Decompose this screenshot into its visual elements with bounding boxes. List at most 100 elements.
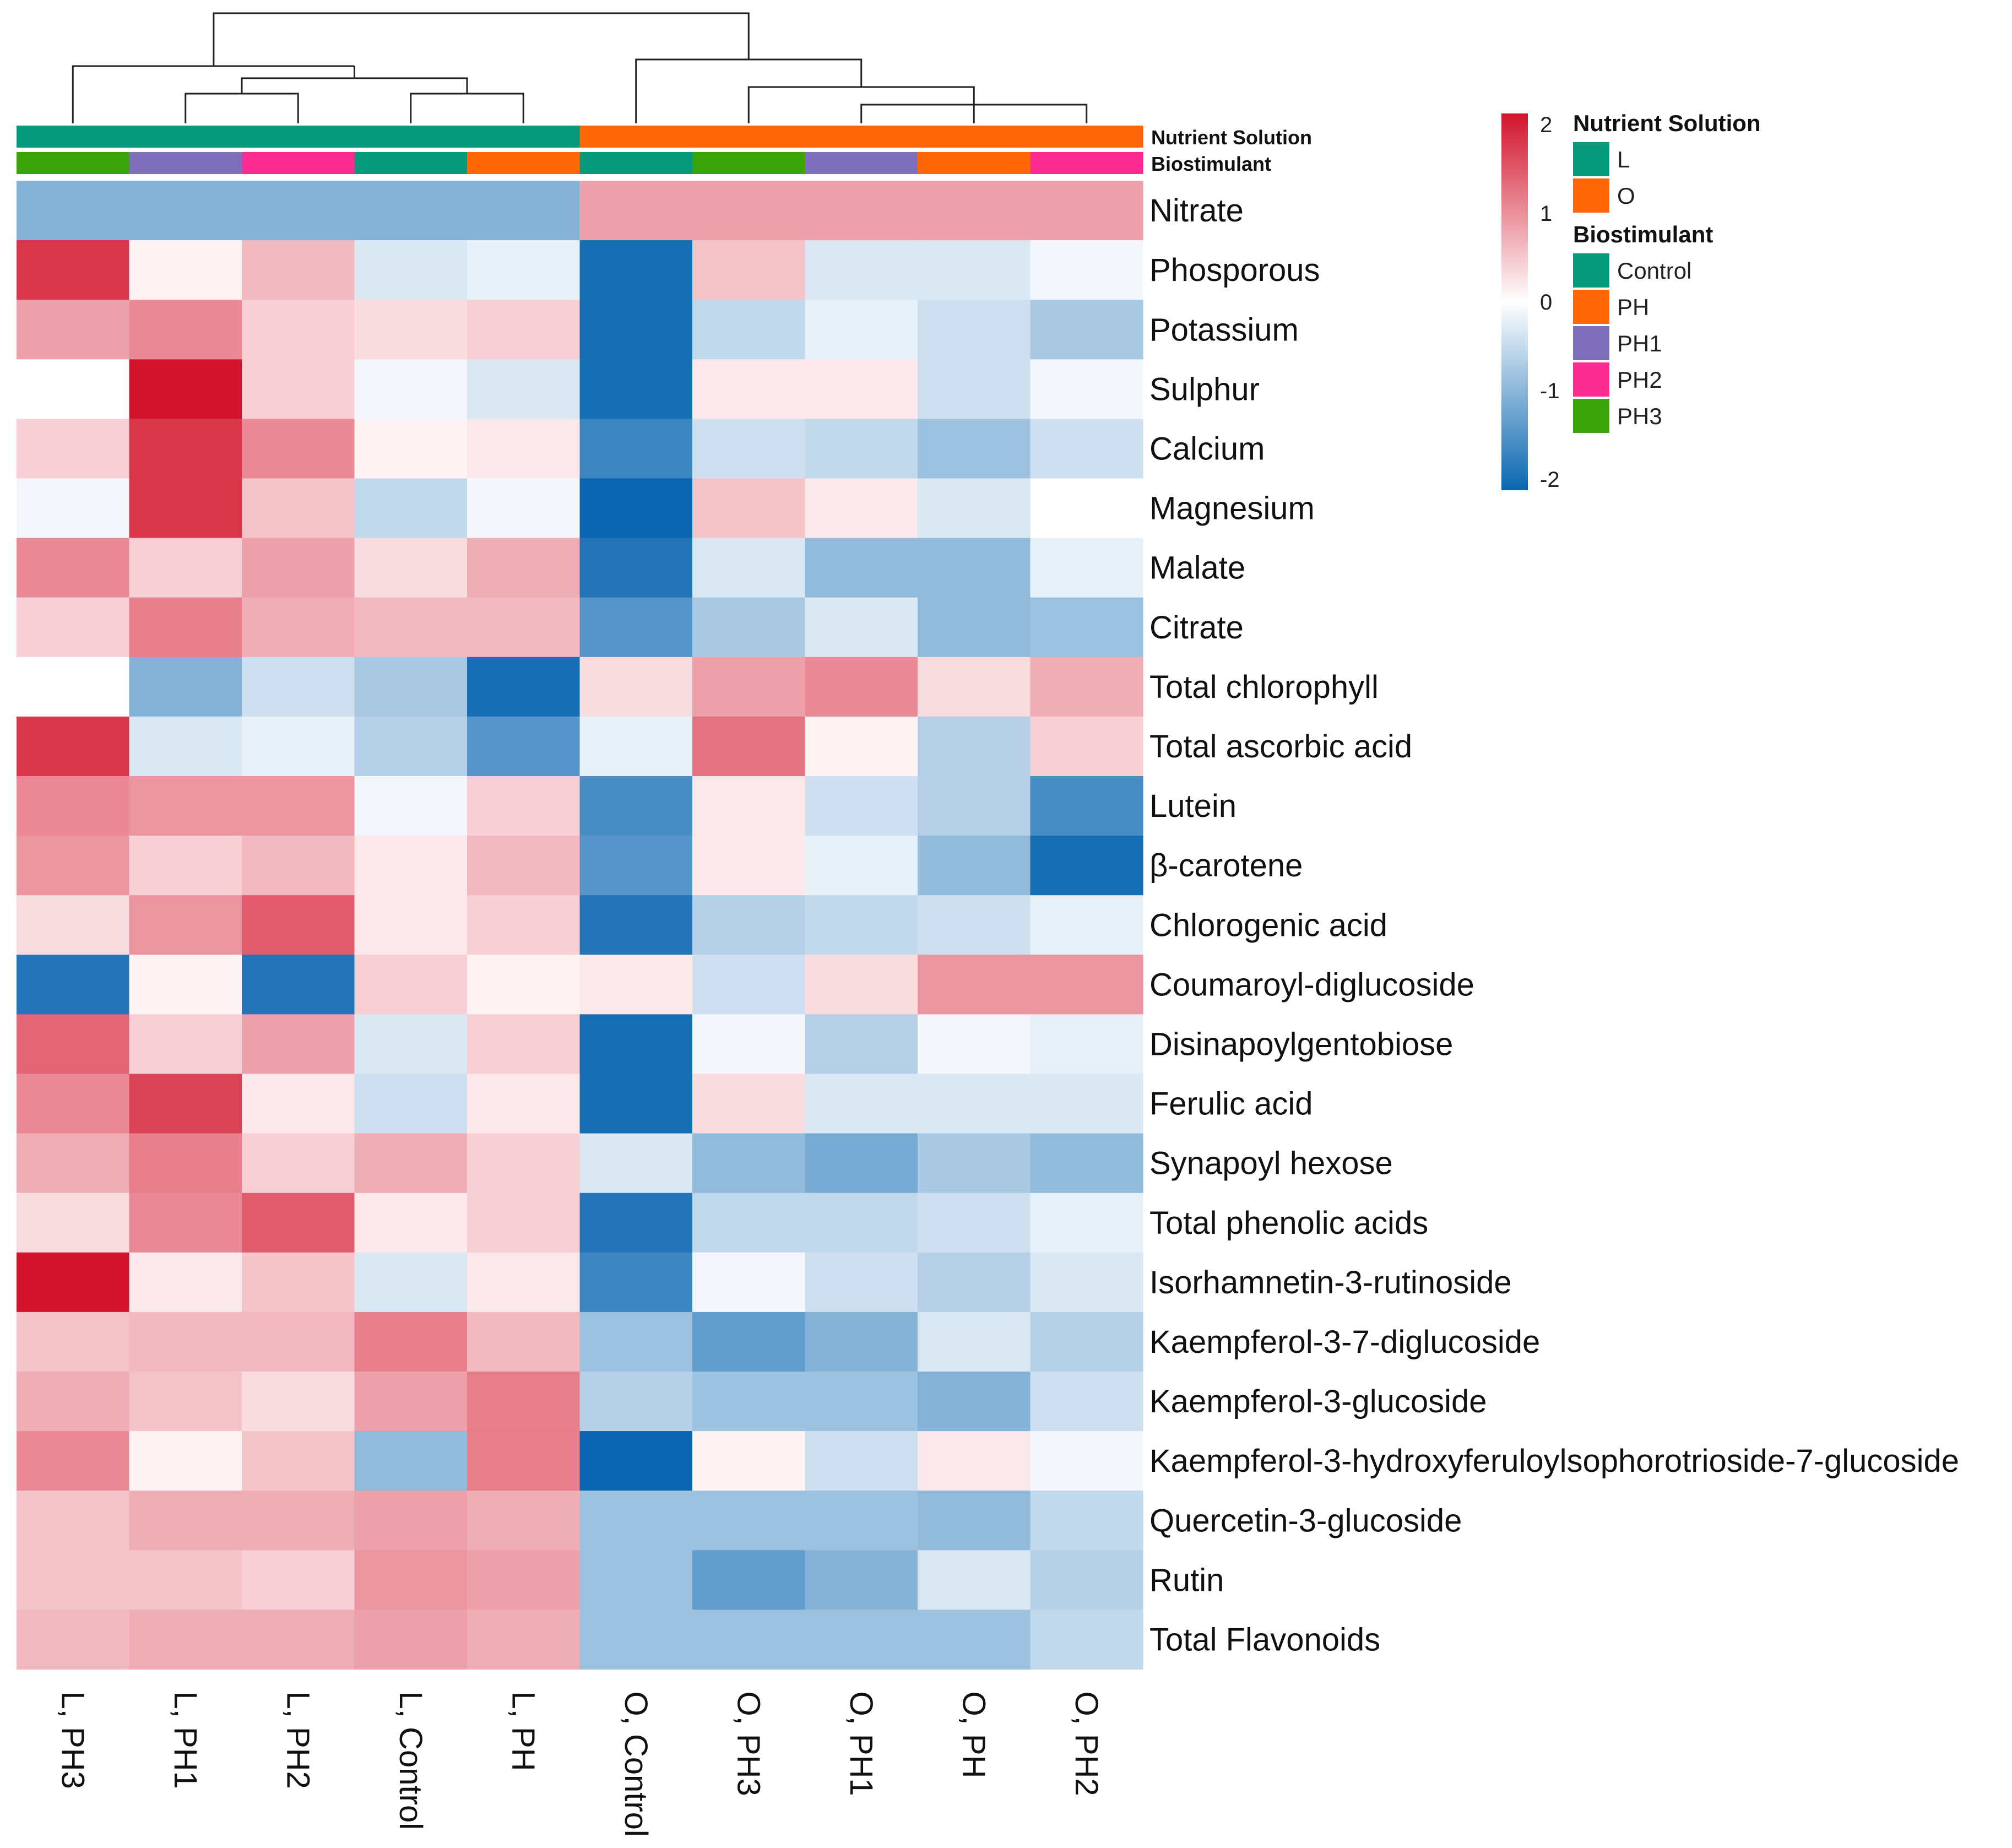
heatmap-cell xyxy=(17,1609,130,1670)
heatmap-cell xyxy=(918,895,1031,955)
biostimulant-annotation-cell xyxy=(17,152,130,174)
heatmap-cell xyxy=(354,1074,468,1134)
row-label: Quercetin-3-glucoside xyxy=(1149,1503,1462,1538)
row-label: Magnesium xyxy=(1149,491,1315,527)
column-label: O, PH1 xyxy=(843,1692,879,1796)
heatmap-cell xyxy=(17,1014,130,1075)
heatmap-cell xyxy=(467,1252,581,1313)
heatmap-cell xyxy=(242,716,355,777)
heatmap-cell xyxy=(354,181,468,241)
heatmap-cell xyxy=(17,597,130,658)
heatmap-cell xyxy=(918,1312,1031,1372)
heatmap-cell xyxy=(17,240,130,300)
heatmap-cell xyxy=(692,1609,806,1670)
row-label: Kaempferol-3-glucoside xyxy=(1149,1384,1487,1419)
heatmap-cell xyxy=(805,1491,918,1551)
heatmap-cell xyxy=(467,1074,581,1134)
row-label: Coumaroyl-diglucoside xyxy=(1149,967,1474,1002)
heatmap-cell xyxy=(354,1491,468,1551)
heatmap-cell xyxy=(467,657,581,717)
row-label: Kaempferol-3-7-diglucoside xyxy=(1149,1324,1540,1360)
legend-swatch xyxy=(1573,399,1609,433)
heatmap-cell xyxy=(579,1372,693,1432)
heatmap-cell xyxy=(805,478,918,539)
dendrogram-branch xyxy=(410,93,524,123)
biostimulant-annotation-cell xyxy=(579,152,693,174)
heatmap-cell xyxy=(579,597,693,658)
heatmap-cell xyxy=(692,1193,806,1253)
heatmap-cell xyxy=(129,419,242,479)
heatmap-cell xyxy=(467,538,581,598)
heatmap-cell xyxy=(17,359,130,419)
heatmap-cell xyxy=(354,1014,468,1075)
row-label: Malate xyxy=(1149,550,1245,586)
heatmap-cell xyxy=(129,836,242,896)
heatmap-cell xyxy=(692,1431,806,1491)
heatmap-cell xyxy=(467,1431,581,1491)
nutrient-annotation-cell xyxy=(354,126,468,148)
heatmap-cell xyxy=(354,538,468,598)
heatmap-cell xyxy=(579,716,693,777)
column-label: L, Control xyxy=(393,1692,429,1830)
nutrient-annotation-cell xyxy=(918,126,1031,148)
heatmap-cell xyxy=(918,478,1031,539)
heatmap-cell xyxy=(467,1133,581,1194)
heatmap-cell xyxy=(17,1550,130,1610)
nutrient-annotation-cell xyxy=(579,126,693,148)
heatmap-cell xyxy=(242,1074,355,1134)
heatmap-cell xyxy=(692,895,806,955)
heatmap-cell xyxy=(129,716,242,777)
row-label: Total phenolic acids xyxy=(1149,1205,1428,1241)
heatmap-cell xyxy=(805,359,918,419)
heatmap-cell xyxy=(354,1609,468,1670)
heatmap-cell xyxy=(129,181,242,241)
nutrient-annotation-cell xyxy=(467,126,581,148)
heatmap-cell xyxy=(1030,1550,1143,1610)
legend-item-label: PH xyxy=(1617,294,1649,320)
heatmap-cell xyxy=(805,240,918,300)
heatmap-cell xyxy=(129,359,242,419)
heatmap-cell xyxy=(129,1252,242,1313)
dendrogram-branch xyxy=(241,77,468,94)
heatmap-cell xyxy=(805,716,918,777)
heatmap-cell xyxy=(354,716,468,777)
heatmap-cell xyxy=(692,1550,806,1610)
heatmap-cell xyxy=(579,1550,693,1610)
heatmap-cell xyxy=(467,955,581,1015)
heatmap-cell xyxy=(918,1133,1031,1194)
heatmap-cell xyxy=(17,836,130,896)
legend-item-label: L xyxy=(1617,147,1630,172)
heatmap-cell xyxy=(354,597,468,658)
legend-swatch xyxy=(1573,362,1609,397)
legend-title-biostimulant: Biostimulant xyxy=(1573,221,1713,247)
heatmap-cell xyxy=(1030,240,1143,300)
heatmap-cell xyxy=(918,1550,1031,1610)
heatmap-cell xyxy=(805,1431,918,1491)
heatmap-cell xyxy=(805,1133,918,1194)
heatmap-cell xyxy=(579,240,693,300)
heatmap-cell xyxy=(242,657,355,717)
heatmap-cell xyxy=(1030,1609,1143,1670)
heatmap-cell xyxy=(467,1312,581,1372)
heatmap-cell xyxy=(129,1609,242,1670)
heatmap-cell xyxy=(242,1312,355,1372)
heatmap-cell xyxy=(354,1133,468,1194)
heatmap-cell xyxy=(129,1133,242,1194)
heatmap-cell xyxy=(242,1431,355,1491)
heatmap-cell xyxy=(17,1193,130,1253)
row-label: Chlorogenic acid xyxy=(1149,907,1387,943)
heatmap-cell xyxy=(242,1252,355,1313)
heatmap-cell xyxy=(692,1491,806,1551)
heatmap-cell xyxy=(242,538,355,598)
legend-swatch xyxy=(1573,326,1609,360)
heatmap-cell xyxy=(692,836,806,896)
legend-swatch xyxy=(1573,178,1609,213)
heatmap-cell xyxy=(17,1491,130,1551)
nutrient-annotation-cell xyxy=(805,126,918,148)
dendrogram-branch xyxy=(213,12,750,66)
heatmap-cell xyxy=(579,776,693,836)
heatmap-cell xyxy=(467,895,581,955)
heatmap-cell xyxy=(354,1312,468,1372)
heatmap-cell xyxy=(129,955,242,1015)
heatmap-cell xyxy=(918,1014,1031,1075)
